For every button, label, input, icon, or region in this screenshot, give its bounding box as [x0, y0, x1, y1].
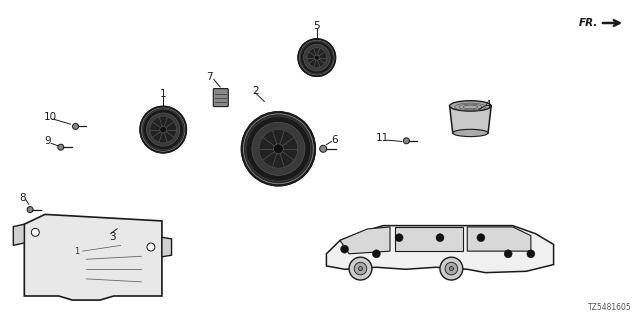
Text: 5: 5	[314, 21, 320, 31]
Circle shape	[150, 116, 177, 143]
Polygon shape	[340, 227, 390, 254]
Text: 2: 2	[253, 86, 259, 96]
Polygon shape	[467, 227, 531, 251]
Text: 9: 9	[45, 136, 51, 147]
Circle shape	[72, 124, 79, 129]
Circle shape	[349, 257, 372, 280]
Circle shape	[143, 109, 184, 150]
Circle shape	[307, 48, 326, 68]
Text: 3: 3	[109, 232, 115, 242]
Text: 1: 1	[74, 247, 79, 256]
Text: FR.: FR.	[579, 18, 598, 28]
Circle shape	[246, 116, 311, 181]
Polygon shape	[326, 226, 554, 273]
Circle shape	[31, 228, 39, 236]
Circle shape	[358, 267, 362, 271]
Text: 8: 8	[19, 193, 26, 203]
Circle shape	[252, 122, 305, 175]
Circle shape	[477, 234, 485, 242]
Circle shape	[395, 234, 403, 242]
Circle shape	[504, 250, 512, 258]
Polygon shape	[24, 214, 162, 300]
Text: 6: 6	[331, 135, 337, 145]
Polygon shape	[162, 237, 172, 257]
Circle shape	[527, 250, 535, 258]
Circle shape	[300, 41, 333, 74]
Text: 10: 10	[44, 112, 56, 122]
Text: 4: 4	[484, 100, 491, 110]
Text: 11: 11	[376, 133, 389, 143]
Circle shape	[354, 262, 367, 275]
Circle shape	[259, 129, 298, 168]
Circle shape	[58, 144, 64, 150]
Circle shape	[372, 250, 380, 258]
Polygon shape	[449, 106, 492, 133]
Circle shape	[140, 107, 186, 153]
Polygon shape	[394, 227, 463, 251]
Circle shape	[303, 44, 330, 71]
Circle shape	[403, 138, 410, 144]
Circle shape	[147, 113, 180, 146]
Text: 7: 7	[207, 72, 213, 83]
Ellipse shape	[452, 129, 488, 137]
Circle shape	[298, 39, 335, 76]
Circle shape	[445, 262, 458, 275]
Ellipse shape	[449, 101, 492, 111]
FancyBboxPatch shape	[213, 89, 228, 107]
Circle shape	[241, 112, 315, 186]
Circle shape	[27, 207, 33, 212]
Circle shape	[449, 267, 453, 271]
Circle shape	[440, 257, 463, 280]
Circle shape	[340, 245, 349, 253]
Circle shape	[320, 145, 326, 152]
Polygon shape	[13, 224, 24, 245]
Text: 1: 1	[160, 89, 166, 100]
Circle shape	[147, 243, 155, 251]
Circle shape	[160, 126, 166, 133]
Circle shape	[436, 234, 444, 242]
Circle shape	[273, 144, 284, 154]
Circle shape	[314, 55, 319, 60]
Text: TZ5481605: TZ5481605	[588, 303, 632, 313]
